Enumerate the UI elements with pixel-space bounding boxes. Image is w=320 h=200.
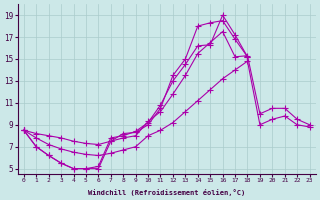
X-axis label: Windchill (Refroidissement éolien,°C): Windchill (Refroidissement éolien,°C): [88, 189, 245, 196]
